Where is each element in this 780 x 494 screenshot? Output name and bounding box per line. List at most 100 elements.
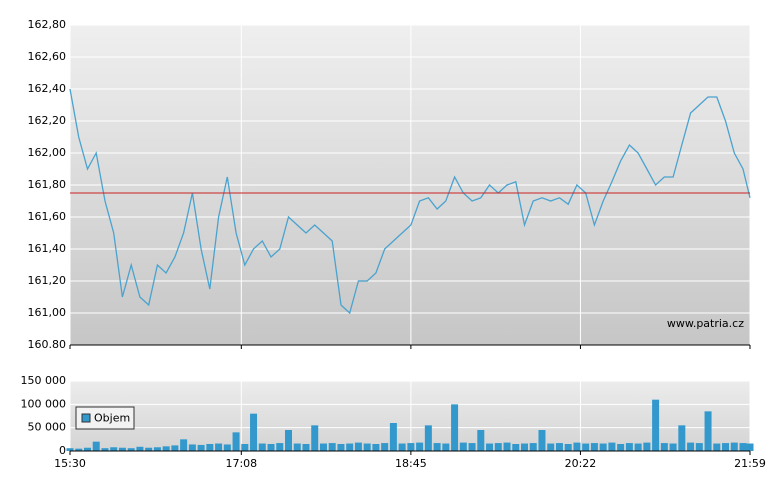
volume-bar bbox=[162, 446, 170, 451]
volume-plot-area bbox=[70, 381, 750, 451]
volume-bar bbox=[416, 442, 424, 451]
volume-bar bbox=[451, 404, 459, 451]
volume-bar bbox=[669, 443, 677, 451]
volume-bar bbox=[258, 443, 266, 451]
volume-bar bbox=[346, 443, 354, 451]
volume-bar bbox=[555, 443, 563, 451]
volume-bar bbox=[459, 442, 467, 451]
y-tick-label: 161,60 bbox=[28, 210, 67, 223]
volume-bar bbox=[197, 444, 205, 451]
volume-bar bbox=[381, 443, 389, 451]
volume-bar bbox=[643, 442, 651, 451]
volume-bar bbox=[687, 442, 695, 451]
volume-bar bbox=[547, 443, 555, 451]
volume-bar bbox=[232, 432, 240, 451]
volume-bar bbox=[739, 443, 747, 451]
x-tick-label: 21:59 bbox=[734, 457, 766, 470]
volume-bar bbox=[590, 443, 598, 451]
legend-label: Objem bbox=[94, 412, 130, 425]
y-tick-label: 161,00 bbox=[28, 306, 67, 319]
volume-bar bbox=[529, 443, 537, 451]
volume-bar bbox=[110, 447, 118, 451]
volume-bar bbox=[746, 443, 754, 451]
volume-bar bbox=[223, 444, 231, 451]
volume-bar bbox=[285, 430, 293, 451]
x-tick-label: 18:45 bbox=[395, 457, 427, 470]
y-tick-label: 162,20 bbox=[28, 114, 67, 127]
y-tick-label: 50 000 bbox=[28, 421, 67, 434]
y-tick-label: 160.80 bbox=[28, 338, 67, 351]
y-tick-label: 162,80 bbox=[28, 18, 67, 31]
volume-bar bbox=[311, 425, 319, 451]
volume-bar bbox=[442, 443, 450, 451]
y-tick-label: 162,00 bbox=[28, 146, 67, 159]
volume-bar bbox=[398, 443, 406, 451]
legend-box bbox=[75, 406, 135, 430]
watermark: www.patria.cz bbox=[667, 317, 744, 330]
volume-bar bbox=[713, 443, 721, 451]
volume-bar bbox=[477, 430, 485, 451]
volume-bar bbox=[92, 441, 100, 451]
volume-bar bbox=[363, 443, 371, 451]
volume-bar bbox=[468, 443, 476, 451]
volume-bar bbox=[730, 442, 738, 451]
volume-bar bbox=[494, 443, 502, 451]
volume-bar bbox=[389, 423, 397, 451]
volume-bar bbox=[433, 443, 441, 451]
y-tick-label: 162,60 bbox=[28, 50, 67, 63]
volume-bar bbox=[538, 430, 546, 451]
volume-bar bbox=[695, 443, 703, 451]
volume-bar bbox=[145, 447, 153, 451]
y-tick-label: 162,40 bbox=[28, 82, 67, 95]
volume-bar bbox=[520, 443, 528, 451]
volume-bar bbox=[503, 442, 511, 451]
x-tick-label: 17:08 bbox=[225, 457, 257, 470]
price-line bbox=[69, 88, 751, 315]
volume-bar bbox=[704, 411, 712, 451]
volume-bar bbox=[617, 444, 625, 451]
volume-bar bbox=[153, 447, 161, 451]
y-tick-label: 161,40 bbox=[28, 242, 67, 255]
volume-bar bbox=[564, 444, 572, 451]
x-tick-label: 20:22 bbox=[565, 457, 597, 470]
volume-bar bbox=[407, 443, 415, 451]
volume-bar bbox=[625, 443, 633, 451]
volume-bar bbox=[582, 443, 590, 451]
volume-bar bbox=[171, 445, 179, 451]
volume-bar bbox=[678, 425, 686, 451]
volume-bar bbox=[599, 443, 607, 451]
volume-bar bbox=[486, 443, 494, 451]
volume-bar bbox=[372, 444, 380, 451]
volume-bar bbox=[512, 444, 520, 451]
volume-bar bbox=[302, 444, 310, 451]
volume-bar bbox=[188, 444, 196, 451]
volume-bar bbox=[722, 443, 730, 451]
volume-bar bbox=[215, 443, 223, 451]
y-tick-label: 150 000 bbox=[21, 374, 67, 387]
volume-bar bbox=[276, 443, 284, 451]
volume-bar bbox=[337, 444, 345, 451]
volume-bar bbox=[424, 425, 432, 451]
volume-bar bbox=[83, 447, 91, 451]
volume-bar bbox=[250, 413, 258, 451]
volume-bar bbox=[608, 442, 616, 451]
volume-bar bbox=[180, 439, 188, 451]
volume-bar bbox=[101, 448, 109, 451]
volume-bar bbox=[634, 443, 642, 451]
y-tick-label: 0 bbox=[59, 444, 66, 457]
volume-bar bbox=[267, 444, 275, 451]
x-tick-label: 15:30 bbox=[54, 457, 86, 470]
volume-bar bbox=[328, 443, 336, 451]
volume-bar bbox=[241, 444, 249, 451]
volume-bar bbox=[118, 447, 126, 451]
volume-bar bbox=[660, 443, 668, 451]
volume-bar bbox=[293, 443, 301, 451]
volume-bar bbox=[75, 448, 83, 451]
volume-bar bbox=[319, 443, 327, 451]
volume-bar bbox=[136, 446, 144, 451]
legend-swatch bbox=[81, 413, 91, 423]
volume-bar bbox=[354, 442, 362, 451]
y-tick-label: 100 000 bbox=[21, 397, 67, 410]
volume-bar bbox=[66, 448, 74, 451]
